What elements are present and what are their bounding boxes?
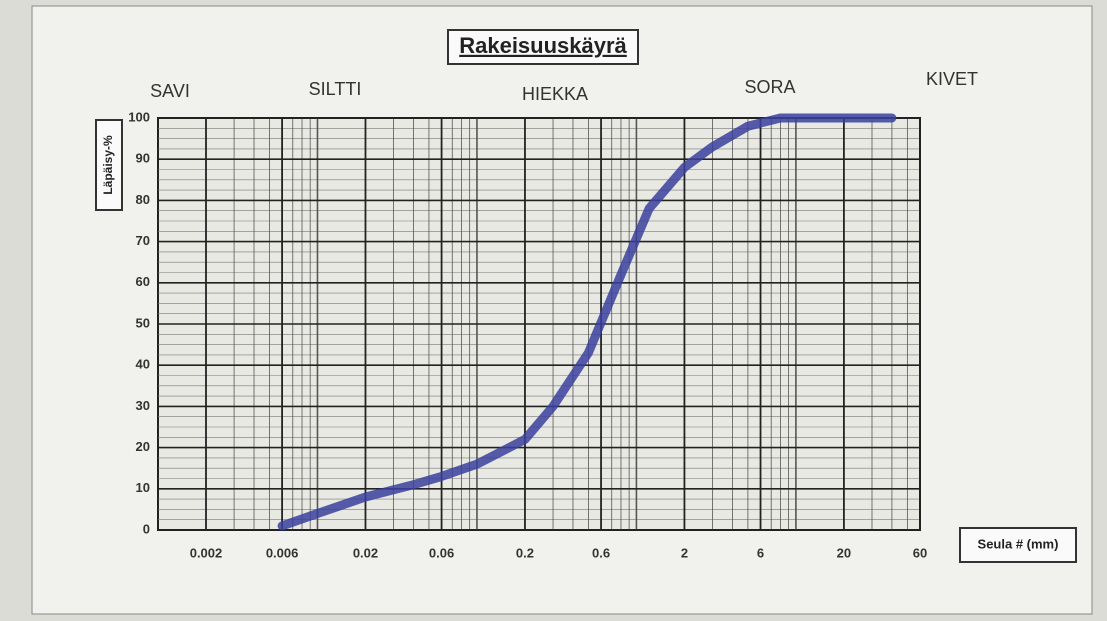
zone-label: SORA <box>744 77 795 97</box>
x-tick-label: 0.02 <box>353 545 378 560</box>
x-axis-title: Seula # (mm) <box>978 536 1059 551</box>
y-tick-label: 30 <box>136 398 150 413</box>
zone-label: SAVI <box>150 81 190 101</box>
y-tick-label: 90 <box>136 151 150 166</box>
x-tick-label: 0.006 <box>266 545 299 560</box>
y-tick-label: 20 <box>136 439 150 454</box>
y-tick-label: 60 <box>136 274 150 289</box>
y-tick-label: 100 <box>128 109 150 124</box>
y-tick-label: 50 <box>136 315 150 330</box>
chart: Rakeisuuskäyrä Läpäisy-% Seula # (mm) 0 1… <box>0 0 1107 621</box>
x-tick-label: 2 <box>681 545 688 560</box>
x-tick-label: 0.002 <box>190 545 223 560</box>
y-tick-label: 70 <box>136 233 150 248</box>
y-tick-label: 80 <box>136 192 150 207</box>
zone-label: HIEKKA <box>522 84 588 104</box>
x-tick-label: 0.6 <box>592 545 610 560</box>
x-tick-label: 0.06 <box>429 545 454 560</box>
y-tick-label: 10 <box>136 480 150 495</box>
zone-label: SILTTI <box>309 79 362 99</box>
x-tick-label: 20 <box>837 545 851 560</box>
chart-title: Rakeisuuskäyrä <box>459 33 627 58</box>
zone-label: KIVET <box>926 69 978 89</box>
x-tick-label: 0.2 <box>516 545 534 560</box>
x-tick-label: 60 <box>913 545 927 560</box>
x-tick-label: 6 <box>757 545 764 560</box>
y-axis-title: Läpäisy-% <box>101 135 115 195</box>
y-tick-label: 40 <box>136 357 150 372</box>
y-tick-label: 0 <box>143 521 150 536</box>
